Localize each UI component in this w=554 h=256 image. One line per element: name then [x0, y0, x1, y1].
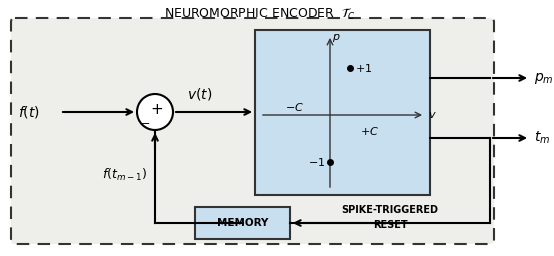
- Bar: [255, 30, 430, 195]
- Circle shape: [137, 94, 173, 130]
- FancyBboxPatch shape: [195, 207, 290, 239]
- Text: SPIKE-TRIGGERED: SPIKE-TRIGGERED: [341, 205, 439, 215]
- Text: RESET: RESET: [373, 220, 407, 230]
- Text: MEMORY: MEMORY: [217, 218, 268, 228]
- Text: $v(t)$: $v(t)$: [187, 86, 213, 102]
- Text: $p$: $p$: [332, 32, 341, 44]
- Text: $f(t_{m-1})$: $f(t_{m-1})$: [102, 167, 147, 183]
- Text: $t_m$: $t_m$: [534, 130, 550, 146]
- Text: $+1$: $+1$: [355, 62, 372, 74]
- Text: $f(t)$: $f(t)$: [18, 104, 40, 120]
- FancyBboxPatch shape: [11, 18, 494, 244]
- Text: +: +: [151, 102, 163, 118]
- Text: $+C$: $+C$: [361, 125, 379, 137]
- Text: NEUROMORPHIC ENCODER  $\mathcal{T}_C$: NEUROMORPHIC ENCODER $\mathcal{T}_C$: [164, 6, 356, 22]
- Text: $p_m$: $p_m$: [534, 70, 553, 86]
- Text: $-1$: $-1$: [307, 156, 325, 168]
- Text: $v$: $v$: [428, 110, 437, 120]
- Text: $-$: $-$: [140, 117, 150, 127]
- Text: $-C$: $-C$: [285, 101, 305, 113]
